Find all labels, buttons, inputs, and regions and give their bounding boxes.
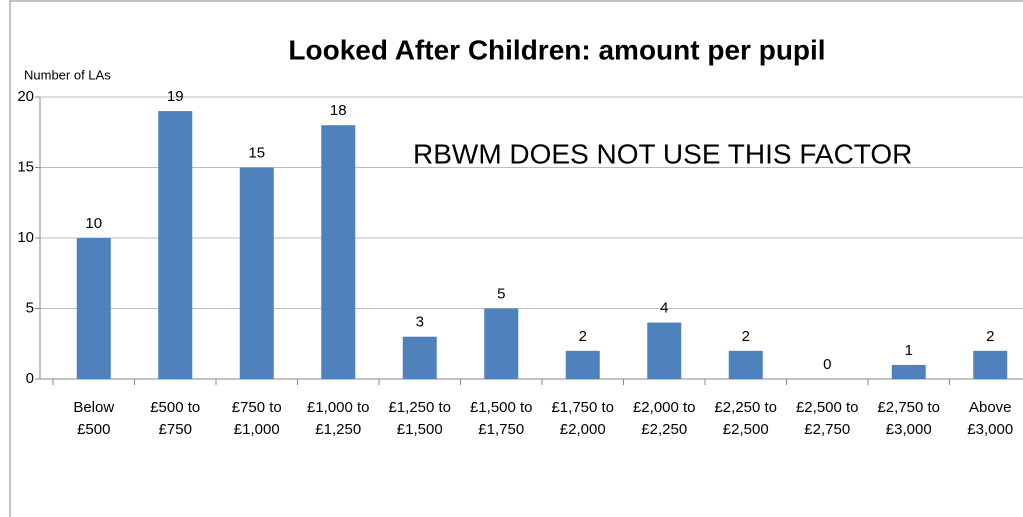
- bar: [973, 350, 1008, 379]
- y-tick-label: 5: [26, 299, 34, 316]
- x-tick-label: £1,500 to £1,750: [469, 399, 533, 438]
- data-label: 2: [986, 328, 994, 345]
- chart-title: Looked After Children: amount per pupil: [288, 34, 825, 65]
- data-label: 2: [742, 328, 750, 345]
- data-label: 10: [85, 215, 102, 232]
- data-label: 2: [579, 328, 587, 345]
- data-label: 0: [823, 356, 831, 373]
- x-tick-label: £2,500 to £2,750: [795, 399, 859, 438]
- y-tick-label: 0: [26, 370, 34, 387]
- y-tick-label: 10: [17, 229, 34, 246]
- x-tick-label: Below £500: [73, 399, 115, 438]
- bar: [891, 364, 926, 379]
- bar: [158, 111, 193, 379]
- x-tick-label: £1,000 to £1,250: [306, 399, 370, 438]
- bar: [402, 336, 437, 379]
- annotation: RBWM DOES NOT USE THIS FACTOR: [413, 138, 912, 169]
- bar: [647, 322, 682, 379]
- chart-border: [9, 0, 1023, 517]
- x-tick-label: £1,250 to £1,500: [388, 399, 452, 438]
- data-label: 15: [248, 144, 265, 161]
- bar: [565, 350, 600, 379]
- y-axis-label: Number of LAs: [24, 67, 111, 82]
- data-label: 5: [497, 285, 505, 302]
- bar: [239, 167, 274, 379]
- y-tick-label: 20: [17, 88, 34, 105]
- x-tick-label: £2,250 to £2,500: [714, 399, 778, 438]
- y-tick-label: 15: [17, 158, 34, 175]
- bar: [484, 308, 519, 379]
- data-label: 18: [330, 102, 347, 119]
- x-tick-label: £2,750 to £3,000: [877, 399, 941, 438]
- x-tick-label: £1,750 to £2,000: [551, 399, 615, 438]
- bar: [76, 238, 111, 379]
- x-tick-label: £500 to £750: [150, 399, 201, 438]
- x-tick-label: £750 to £1,000: [231, 399, 282, 438]
- data-label: 19: [167, 88, 184, 105]
- bar: [321, 125, 356, 379]
- x-tick-label: Above £3,000: [967, 399, 1014, 438]
- data-label: 4: [660, 300, 668, 317]
- x-tick-label: £2,000 to £2,250: [632, 399, 696, 438]
- bar: [728, 350, 763, 379]
- data-label: 3: [416, 314, 424, 331]
- data-label: 1: [905, 342, 913, 359]
